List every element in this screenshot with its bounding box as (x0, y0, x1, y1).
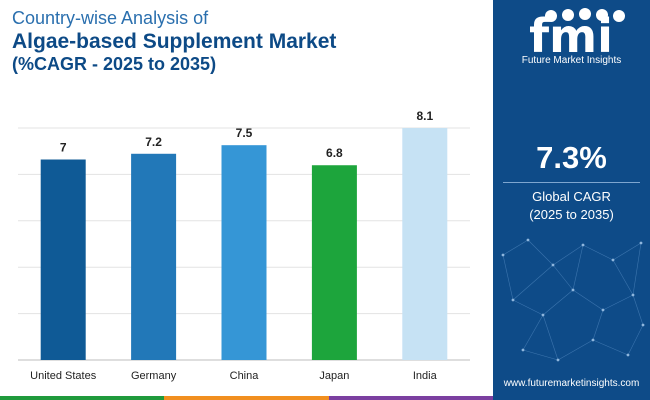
chart-title-block: Country-wise Analysis of Algae-based Sup… (12, 8, 336, 75)
strip-segment-purple (328, 396, 493, 400)
chart-title-line-2: Algae-based Supplement Market (12, 30, 337, 53)
network-edge (592, 309, 604, 341)
data-label: 7 (60, 141, 67, 155)
network-edge (502, 239, 529, 256)
global-cagr-label-line-2: (2025 to 2035) (529, 207, 614, 222)
bottom-color-strip (0, 396, 493, 400)
bar-united-states (40, 159, 86, 360)
network-edge (502, 254, 514, 301)
data-label: 8.1 (416, 109, 433, 123)
network-node (631, 293, 635, 297)
network-edge (632, 242, 642, 296)
network-node (511, 298, 515, 302)
network-node (501, 253, 505, 257)
network-graphic (501, 238, 645, 362)
network-edge (627, 324, 644, 356)
bar-china (221, 145, 267, 360)
kpi-divider (503, 182, 640, 183)
sidebar-panel: fmi Future Market Insights 7.3% Global C… (493, 0, 650, 400)
network-edge (522, 349, 559, 361)
logo-text: Future Market Insights (521, 55, 622, 66)
network-edge (512, 299, 544, 316)
x-tick-label: Japan (319, 370, 349, 382)
bar-chart: 7 United States 7.2 Germany 7.5 China 6.8 Japan… (18, 109, 470, 382)
network-node (571, 288, 575, 292)
network-edge (602, 294, 634, 311)
chart-subtitle: (%CAGR - 2025 to 2035) (12, 54, 217, 74)
network-edge (542, 289, 574, 316)
network-edge (552, 244, 584, 266)
network-edge (592, 339, 629, 356)
strip-segment-orange (164, 396, 329, 400)
network-edge (572, 244, 584, 291)
network-edge (552, 264, 574, 291)
global-cagr-label: Global CAGR (2025 to 2035) (493, 188, 650, 224)
bar-india (402, 128, 448, 360)
data-label: 6.8 (326, 146, 343, 160)
network-node (591, 338, 595, 342)
network-edge (582, 244, 614, 261)
website-link[interactable]: www.futuremarketinsights.com (503, 378, 640, 389)
network-edge (572, 289, 604, 311)
network-node (639, 241, 643, 245)
network-node (551, 263, 555, 267)
chart-title-line-1: Country-wise Analysis of (12, 8, 209, 28)
x-tick-label: India (413, 370, 438, 382)
bar-japan (311, 165, 357, 360)
network-edge (542, 314, 559, 361)
data-label: 7.5 (236, 126, 253, 140)
network-edge (522, 314, 544, 351)
network-node (611, 258, 615, 262)
fmi-logo: fmi (529, 8, 625, 63)
strip-segment-green (0, 396, 165, 400)
x-tick-label: United States (30, 370, 97, 382)
x-tick-label: Germany (131, 370, 177, 382)
network-edge (612, 242, 642, 261)
global-cagr-value: 7.3% (536, 140, 607, 175)
network-node (541, 313, 545, 317)
network-node (526, 238, 530, 242)
network-node (641, 323, 645, 327)
network-edge (557, 339, 594, 361)
data-label: 7.2 (145, 135, 162, 149)
network-edge (512, 264, 554, 301)
network-node (556, 358, 560, 362)
network-node (601, 308, 605, 312)
network-edge (527, 239, 554, 266)
bar-germany (131, 153, 177, 360)
network-node (581, 243, 585, 247)
x-tick-label: China (230, 370, 260, 382)
network-node (626, 353, 630, 357)
network-edge (612, 259, 634, 296)
network-node (521, 348, 525, 352)
network-edge (632, 294, 644, 326)
global-cagr-label-line-1: Global CAGR (532, 189, 611, 204)
